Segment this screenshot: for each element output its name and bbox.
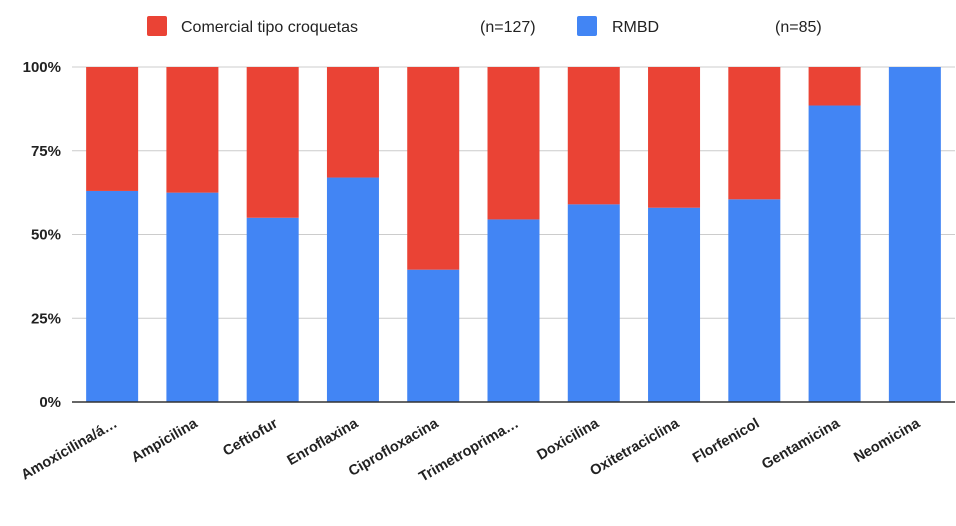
y-tick-label: 50% [31,227,61,244]
x-axis-ticks: Amoxicilina/á… Ampicilina Ceftiofur Enrofla… [19,415,924,485]
legend: Comercial tipo croquetas (n=127) RMBD (n… [147,16,822,36]
bar-segment [728,199,781,402]
legend-swatch-comercial [147,16,167,36]
x-tick-label: Amoxicilina/á… [19,416,121,484]
y-axis-ticks: 0% 25% 50% 75% 100% [23,59,61,411]
bar-segment [567,204,620,402]
bar-segment [487,67,540,220]
legend-label-rmbd: RMBD [612,19,659,36]
bars [86,67,941,403]
legend-n-comercial: (n=127) [480,19,536,36]
bar-segment [648,67,701,208]
y-tick-label: 75% [31,143,61,160]
y-tick-label: 100% [23,59,61,76]
bar-segment [166,67,219,193]
bar-segment [648,207,701,402]
bar-segment [808,105,861,403]
bar-segment [326,67,379,178]
bar-segment [326,177,379,402]
bar-segment [86,190,139,402]
bar-segment [246,217,299,402]
x-tick-label: Ceftiofur [220,415,281,459]
x-tick-label: Gentamicina [759,415,843,473]
bar-segment [888,67,941,402]
bar-segment [487,219,540,402]
bar-segment [407,67,460,270]
bar-segment [246,67,299,218]
bar-segment [808,67,861,106]
bar-segment [166,192,219,402]
legend-label-comercial: Comercial tipo croquetas [181,19,358,36]
bar-segment [86,67,139,191]
x-tick-label: Florfenicol [690,416,762,467]
x-tick-label: Neomicina [851,415,923,466]
legend-n-rmbd: (n=85) [775,19,822,36]
x-tick-label: Enroflaxina [285,415,362,469]
bar-segment [407,269,460,402]
bar-segment [728,67,781,200]
x-tick-label: Oxitetraciclina [587,415,682,479]
x-tick-label: Doxicilina [534,415,602,464]
legend-swatch-rmbd [577,16,597,36]
y-tick-label: 0% [39,394,61,411]
y-tick-label: 25% [31,310,61,327]
x-tick-label: Ampicilina [129,415,201,466]
bar-segment [567,67,620,205]
